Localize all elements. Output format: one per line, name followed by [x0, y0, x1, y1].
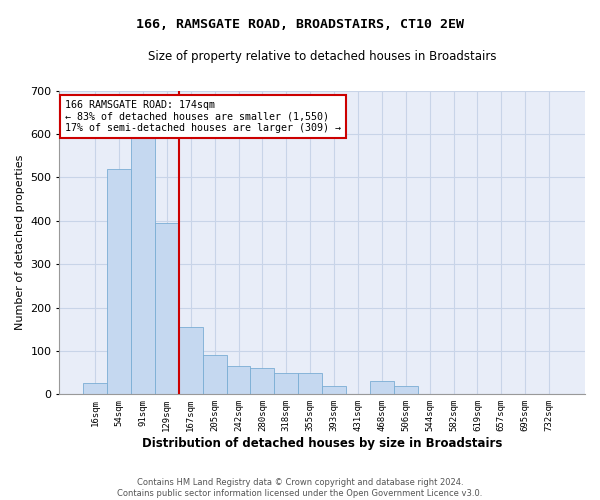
Bar — [298, 372, 322, 394]
Bar — [274, 372, 298, 394]
Text: 166, RAMSGATE ROAD, BROADSTAIRS, CT10 2EW: 166, RAMSGATE ROAD, BROADSTAIRS, CT10 2E… — [136, 18, 464, 30]
Bar — [203, 356, 227, 395]
Bar — [322, 386, 346, 394]
Bar — [394, 386, 418, 394]
Bar — [250, 368, 274, 394]
Y-axis label: Number of detached properties: Number of detached properties — [15, 155, 25, 330]
Bar — [179, 327, 203, 394]
Bar — [83, 384, 107, 394]
Bar — [370, 382, 394, 394]
Bar — [227, 366, 250, 394]
Text: 166 RAMSGATE ROAD: 174sqm
← 83% of detached houses are smaller (1,550)
17% of se: 166 RAMSGATE ROAD: 174sqm ← 83% of detac… — [65, 100, 341, 133]
Text: Contains HM Land Registry data © Crown copyright and database right 2024.
Contai: Contains HM Land Registry data © Crown c… — [118, 478, 482, 498]
Title: Size of property relative to detached houses in Broadstairs: Size of property relative to detached ho… — [148, 50, 496, 63]
Bar — [107, 168, 131, 394]
X-axis label: Distribution of detached houses by size in Broadstairs: Distribution of detached houses by size … — [142, 437, 502, 450]
Bar — [155, 223, 179, 394]
Bar — [131, 130, 155, 394]
